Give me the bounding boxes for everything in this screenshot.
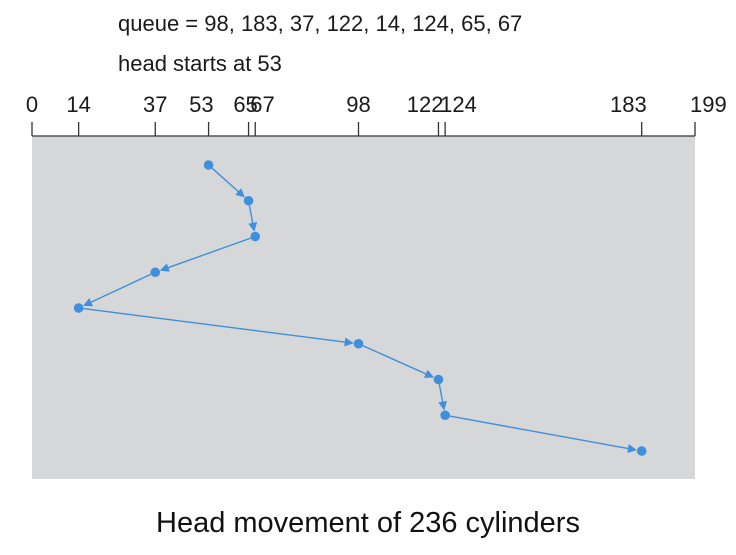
axis-tick-label: 37 (143, 92, 167, 117)
head-position-point (636, 446, 647, 456)
head-position-point (353, 338, 364, 349)
head-position-point (203, 160, 214, 170)
caption: Head movement of 236 cylinders (156, 507, 580, 539)
head-position-point (150, 267, 161, 278)
axis-tick-label: 53 (189, 92, 213, 117)
axis-tick-label: 98 (346, 92, 370, 117)
head-position-point (250, 231, 261, 242)
head-position-point (243, 195, 254, 206)
axis-tick-label: 14 (66, 92, 90, 117)
axis-tick-label: 122 (407, 92, 444, 117)
axis-tick-label: 65 (233, 92, 257, 117)
diagram-panel (32, 136, 695, 479)
path-segment-arrow (449, 415, 637, 453)
axis-tick-label: 0 (26, 92, 38, 117)
head-position-point (73, 303, 84, 313)
path-segment-arrow (362, 345, 434, 378)
head-position-point (440, 410, 450, 421)
path-segment-arrow (83, 307, 354, 347)
path-segment-arrow (438, 384, 448, 411)
axis-tick-label: 67 (250, 92, 274, 117)
path-segment-arrow (83, 273, 152, 307)
axis-tick-label: 199 (690, 92, 727, 117)
head-path (73, 160, 647, 456)
head-start-text: head starts at 53 (118, 51, 282, 76)
head-position-point (433, 374, 444, 385)
path-segment-arrow (159, 237, 251, 272)
axis-tick-label: 124 (440, 92, 477, 117)
path-segment-arrow (211, 167, 245, 198)
queue-text: queue = 98, 183, 37, 122, 14, 124, 65, 6… (118, 11, 523, 36)
axis-tick-label: 183 (610, 92, 647, 117)
path-segment-arrow (248, 205, 258, 232)
